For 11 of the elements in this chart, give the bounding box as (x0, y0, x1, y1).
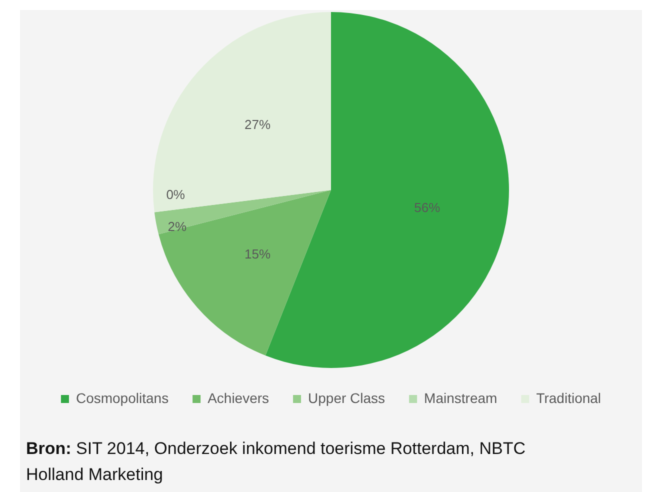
data-label: 15% (244, 246, 272, 262)
data-label: 2% (168, 218, 187, 234)
data-label: 56% (414, 200, 441, 215)
text: Bron: SIT 2014, Onderzoek inkomend toerisme Rotterdam, NBTC Holland Marketing (26, 438, 526, 486)
legend-label: Cosmopolitans (76, 390, 169, 406)
text: 0% (166, 187, 185, 202)
legend-label: Mainstream (424, 390, 498, 406)
data-label: 27% (244, 116, 272, 132)
legend-label: Achievers (208, 390, 270, 406)
legend-label: Traditional (536, 390, 602, 406)
legend-label: Upper Class (308, 390, 386, 406)
